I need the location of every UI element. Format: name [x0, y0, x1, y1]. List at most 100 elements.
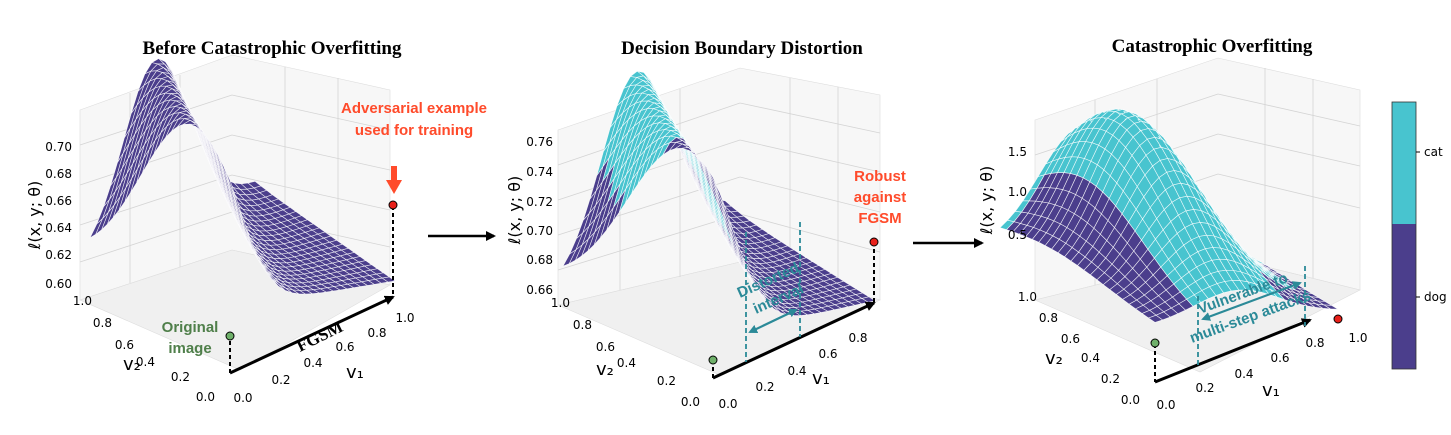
x-tick-label: 0.2: [755, 380, 774, 394]
y-tick-label: 0.8: [1039, 311, 1058, 325]
z-tick-label: 1.0: [1008, 185, 1027, 199]
z-tick-label: 1.5: [1008, 145, 1027, 159]
panel-2-surface: [562, 70, 876, 316]
y-tick-label: 0.8: [93, 316, 112, 330]
colorbar-label-dog: dog: [1424, 290, 1447, 304]
panel-3-xlabel: v₁: [1262, 380, 1280, 401]
panel-2-x-ticks: 0.0 0.2 0.4 0.6 0.8: [718, 331, 867, 411]
x-tick-label: 1.0: [1348, 331, 1367, 345]
z-tick-label: 0.72: [526, 195, 553, 209]
original-label-line2: image: [168, 340, 211, 357]
x-tick-label: 0.0: [1156, 398, 1175, 412]
y-tick-label: 0.0: [196, 390, 215, 404]
z-tick-label: 0.68: [526, 253, 553, 267]
adversarial-label-line1: Adversarial example: [341, 100, 487, 117]
panel-1-zlabel: ℓ(x, y; θ): [25, 181, 44, 250]
colorbar-label-cat: cat: [1424, 145, 1443, 159]
original-image-point: [225, 331, 235, 341]
x-tick-label: 0.2: [271, 373, 290, 387]
original-image-point: [1150, 338, 1160, 348]
original-image-point: [708, 355, 718, 365]
z-tick-label: 0.70: [526, 224, 553, 238]
y-tick-label: 0.4: [1081, 351, 1100, 365]
panel-1-ylabel: v₂: [123, 354, 141, 375]
y-tick-label: 0.0: [681, 395, 700, 409]
panel-3-ylabel: v₂: [1045, 348, 1063, 369]
distorted-interval-arrow: [748, 308, 798, 334]
panel-3-x-ticks: 0.0 0.2 0.4 0.6 0.8 1.0: [1156, 331, 1367, 412]
red-down-arrow-shaft: [391, 166, 397, 182]
y-tick-label: 0.2: [171, 370, 190, 384]
robust-label-line2: against: [854, 189, 907, 206]
y-tick-label: 0.0: [1121, 393, 1140, 407]
y-tick-label: 0.2: [1101, 372, 1120, 386]
panel-3-y-ticks: 1.0 0.8 0.6 0.4 0.2 0.0: [1018, 290, 1140, 407]
panel-1-z-ticks: 0.70 0.68 0.66 0.64 0.62 0.60: [45, 140, 72, 291]
panel-1-x-ticks: 0.0 0.2 0.4 0.6 0.8 1.0: [233, 311, 414, 405]
x-tick-label: 0.2: [1195, 381, 1214, 395]
x-tick-label: 0.6: [818, 347, 837, 361]
adversarial-label-line2: used for training: [355, 122, 473, 139]
adversarial-example-point: [869, 237, 879, 247]
x-tick-label: 0.6: [335, 340, 354, 354]
z-tick-label: 0.76: [526, 135, 553, 149]
z-tick-label: 0.5: [1008, 228, 1027, 242]
z-tick-label: 0.60: [45, 277, 72, 291]
x-tick-label: 0.4: [1234, 367, 1253, 381]
x-tick-label: 0.0: [233, 391, 252, 405]
panel-2-zlabel: ℓ(x, y; θ): [505, 176, 524, 245]
original-label-line1: Original: [162, 319, 219, 336]
panel-1-xlabel: v₁: [346, 362, 364, 383]
panel-1-y-ticks: 1.0 0.8 0.6 0.4 0.2 0.0: [73, 294, 215, 404]
x-tick-label: 0.4: [303, 356, 322, 370]
panel-1-title: Before Catastrophic Overfitting: [143, 38, 402, 59]
red-down-arrow-icon: [386, 180, 402, 194]
panel-2-title: Decision Boundary Distortion: [621, 38, 863, 59]
x-tick-label: 0.4: [787, 364, 806, 378]
colorbar-frame: [1391, 101, 1417, 370]
adversarial-example-point: [388, 200, 398, 210]
robust-label-line1: Robust: [854, 168, 906, 185]
y-tick-label: 1.0: [1018, 290, 1037, 304]
panel-2-xlabel: v₁: [812, 368, 830, 389]
panel-1: Before Catastrophic Overfitting 0.70 0.6…: [25, 38, 487, 405]
panel-3-title: Catastrophic Overfitting: [1112, 36, 1313, 57]
panel-1-surface: [89, 58, 396, 295]
fgsm-arrow: [229, 295, 395, 375]
x-tick-label: 0.8: [367, 326, 386, 340]
panel-3-z-ticks: 1.5 1.0 0.5: [1008, 145, 1027, 242]
panel-2: Decision Boundary Distortion 0.76 0.74 0…: [505, 38, 906, 411]
y-tick-label: 0.8: [573, 318, 592, 332]
z-tick-label: 0.66: [526, 283, 553, 297]
z-tick-label: 0.70: [45, 140, 72, 154]
adversarial-example-point: [1333, 314, 1343, 324]
panel-3-zlabel: ℓ(x, y; θ): [977, 166, 996, 235]
x-tick-label: 0.0: [718, 397, 737, 411]
surface-facet: [381, 276, 396, 283]
panel-2-y-ticks: 1.0 0.8 0.6 0.4 0.2 0.0: [551, 296, 700, 409]
z-tick-label: 0.64: [45, 221, 72, 235]
y-tick-label: 1.0: [73, 294, 92, 308]
y-tick-label: 0.2: [657, 374, 676, 388]
panel-2-z-ticks: 0.76 0.74 0.72 0.70 0.68 0.66: [526, 135, 553, 297]
z-tick-label: 0.66: [45, 194, 72, 208]
y-tick-label: 1.0: [551, 296, 570, 310]
fgsm-arrow: [712, 301, 876, 380]
y-tick-label: 0.4: [617, 356, 636, 370]
surface-facet: [1323, 304, 1339, 310]
y-tick-label: 0.6: [1061, 332, 1080, 346]
vulnerable-interval-arrow: [1201, 281, 1302, 321]
panel-3: Catastrophic Overfitting 1.5 1.0 0.5 ℓ(x…: [977, 36, 1368, 412]
fgsm-arrow: [1154, 318, 1312, 384]
robust-label-line3: FGSM: [858, 210, 901, 227]
x-tick-label: 0.6: [1270, 351, 1289, 365]
colorbar-dog-segment: [1392, 224, 1416, 369]
panel-2-ylabel: v₂: [596, 359, 614, 380]
y-tick-label: 0.4: [136, 355, 155, 369]
z-tick-label: 0.74: [526, 165, 553, 179]
surface-facet: [861, 296, 876, 303]
x-tick-label: 0.8: [848, 331, 867, 345]
colorbar-cat-segment: [1392, 102, 1416, 224]
x-tick-label: 0.8: [1305, 336, 1324, 350]
